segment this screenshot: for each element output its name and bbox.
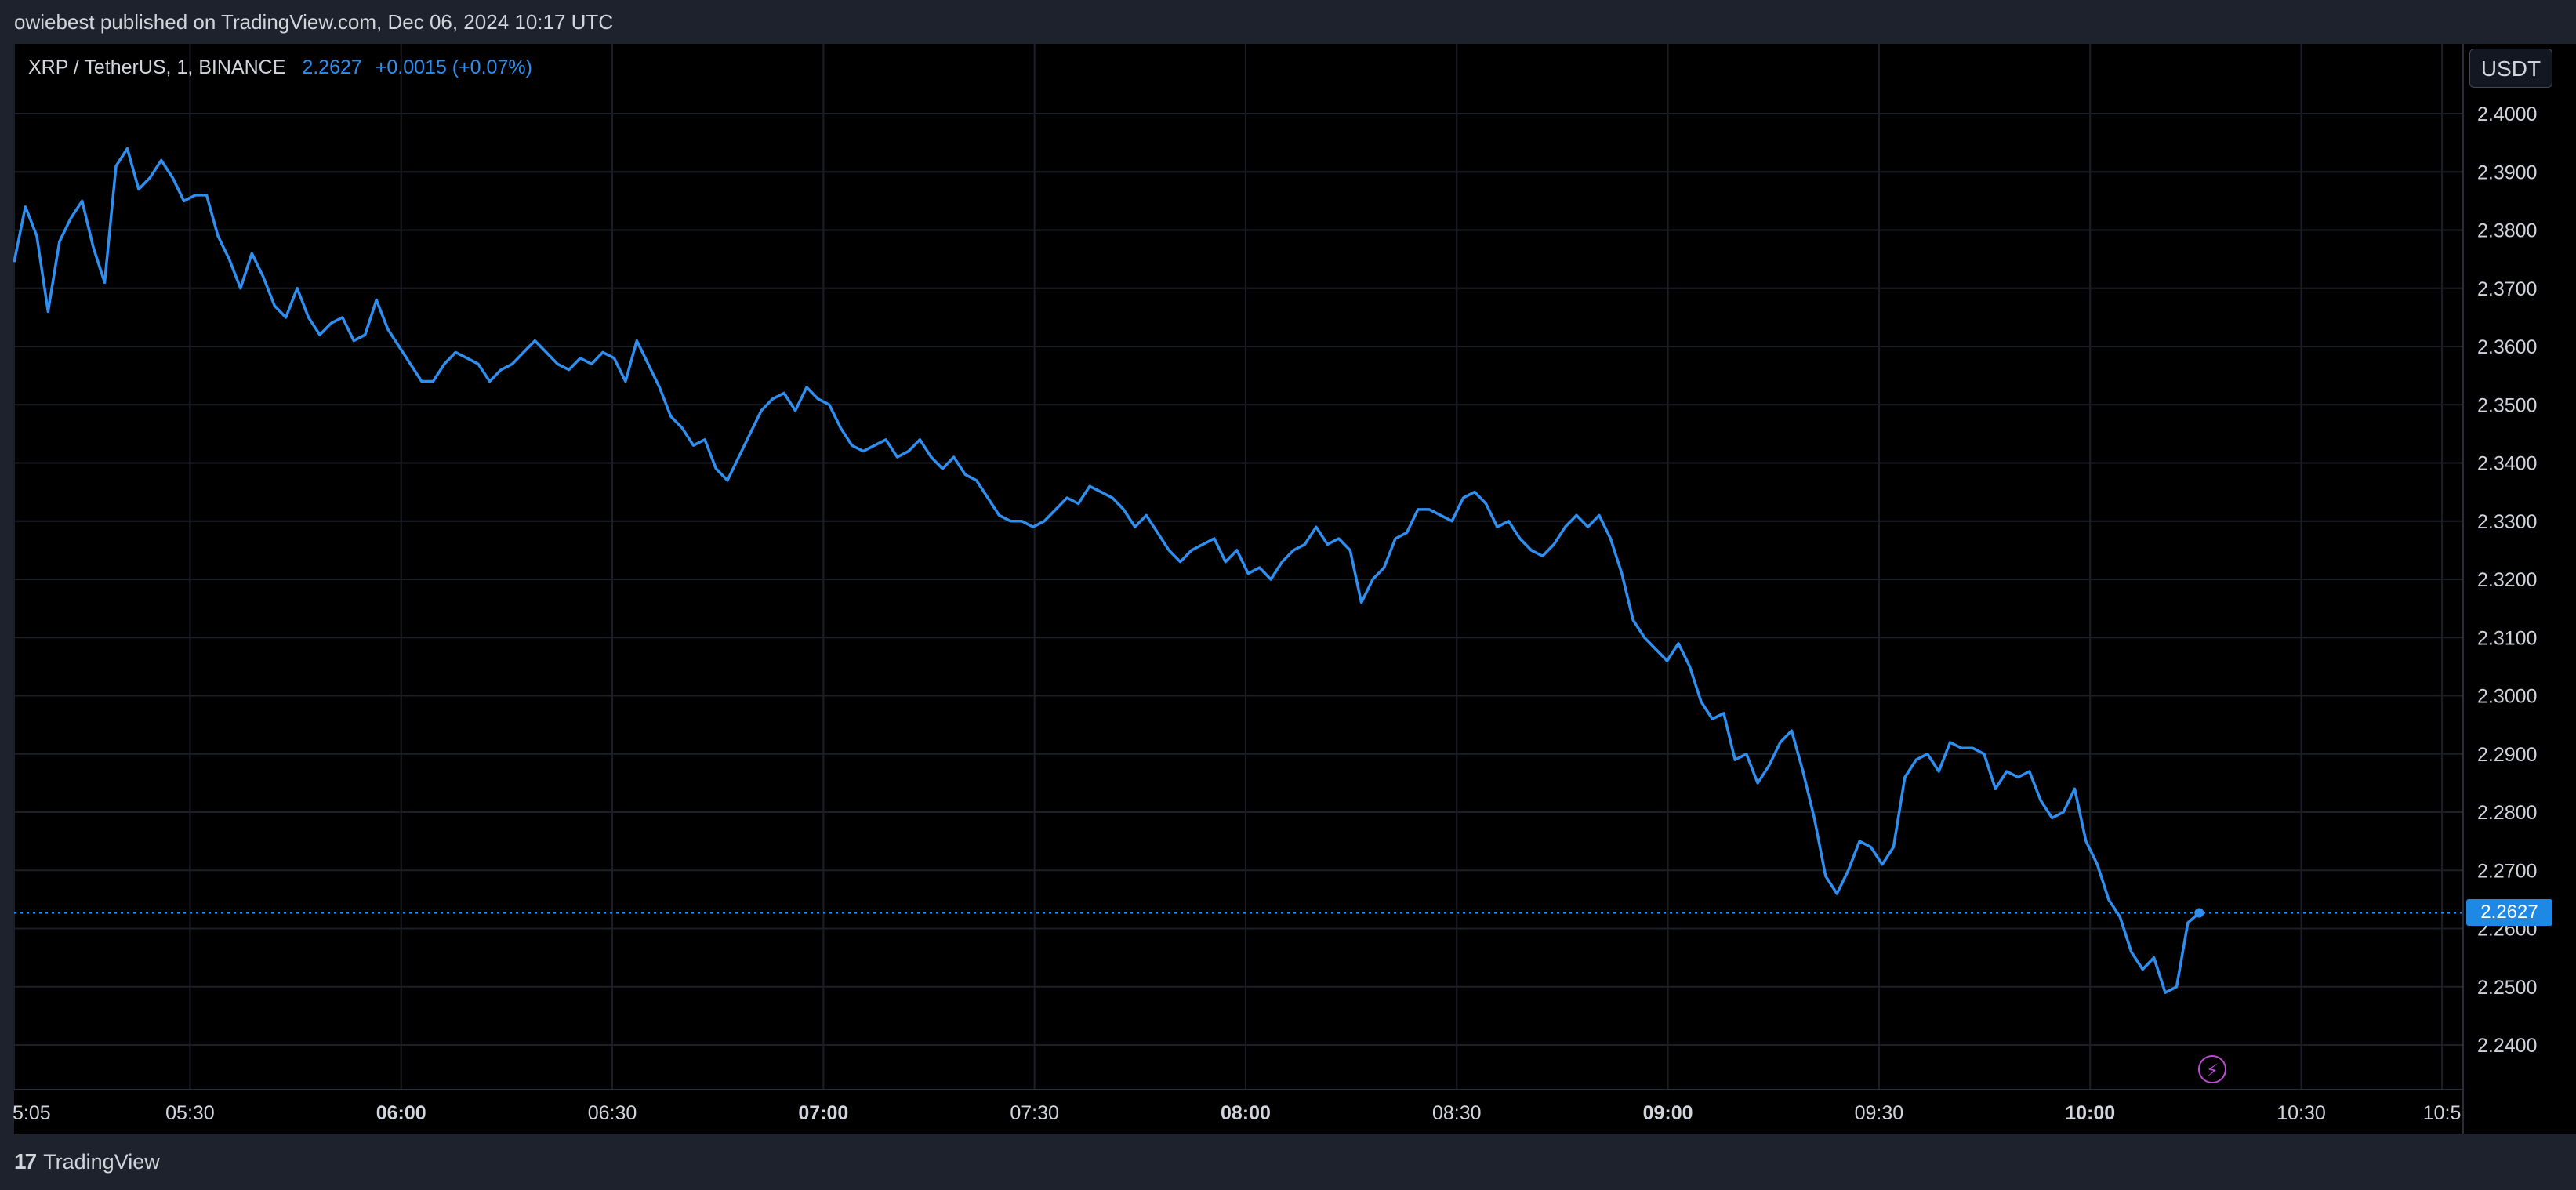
- tradingview-logo-icon: 17: [14, 1149, 37, 1174]
- lightning-icon[interactable]: ⚡: [2198, 1055, 2226, 1083]
- last-price-badge: 2.2627: [2466, 899, 2552, 927]
- symbol-legend[interactable]: XRP / TetherUS, 1, BINANCE 2.2627 +0.001…: [28, 55, 532, 80]
- price-tick-label: 2.3700: [2477, 278, 2537, 300]
- time-tick-label: 08:00: [1221, 1102, 1271, 1124]
- price-tick-label: 2.3300: [2477, 511, 2537, 533]
- time-tick-label: 09:30: [1855, 1102, 1904, 1124]
- footer: 17 TradingView: [0, 1134, 2576, 1190]
- last-price-point: [2194, 908, 2204, 918]
- time-tick-label: 08:30: [1432, 1102, 1482, 1124]
- price-tick-label: 2.3800: [2477, 220, 2537, 242]
- symbol-title: XRP / TetherUS, 1, BINANCE: [28, 56, 286, 78]
- time-tick-label: 09:00: [1643, 1102, 1693, 1124]
- time-axis: 5:05 05:30 06:00 06:30 07:00 07:30 08:00 08:30 0…: [13, 1102, 2461, 1124]
- chart-area[interactable]: [14, 44, 2576, 1134]
- price-tick-label: 2.3400: [2477, 453, 2537, 475]
- price-tick-label: 2.3100: [2477, 627, 2537, 649]
- time-tick-label: 07:30: [1010, 1102, 1059, 1124]
- time-tick-label: 10:5: [2423, 1102, 2462, 1124]
- price-tick-label: 2.2700: [2477, 860, 2537, 882]
- published-header: owiebest published on TradingView.com, D…: [0, 0, 2576, 44]
- legend-change: +0.0015 (+0.07%): [375, 56, 532, 78]
- time-tick-label: 10:30: [2277, 1102, 2326, 1124]
- price-tick-label: 2.2500: [2477, 977, 2537, 999]
- price-tick-label: 2.3200: [2477, 569, 2537, 591]
- time-tick-label: 07:00: [798, 1102, 848, 1124]
- price-axis: 2.4000 2.3900 2.3800 2.3700 2.3600 2.3500 2.34…: [2477, 103, 2537, 1057]
- time-tick-label: 06:30: [588, 1102, 637, 1124]
- currency-button[interactable]: USDT: [2469, 49, 2552, 88]
- tradingview-logo[interactable]: 17 TradingView: [14, 1149, 160, 1174]
- price-tick-label: 2.4000: [2477, 103, 2537, 125]
- price-tick-label: 2.2400: [2477, 1035, 2537, 1057]
- legend-price: 2.2627: [302, 56, 362, 78]
- time-tick-label: 06:00: [376, 1102, 426, 1124]
- time-tick-label: 05:30: [165, 1102, 215, 1124]
- price-series-line: [13, 147, 2200, 994]
- price-tick-label: 2.2900: [2477, 744, 2537, 766]
- price-tick-label: 2.3000: [2477, 686, 2537, 708]
- price-tick-label: 2.3600: [2477, 336, 2537, 358]
- chart-grid: [13, 44, 2463, 1090]
- brand-name: TradingView: [43, 1149, 160, 1174]
- time-tick-label: 5:05: [13, 1102, 51, 1124]
- price-chart[interactable]: 2.4000 2.3900 2.3800 2.3700 2.3600 2.3500 2.34…: [0, 0, 2576, 1134]
- time-tick-label: 10:00: [2065, 1102, 2115, 1124]
- price-tick-label: 2.3900: [2477, 161, 2537, 183]
- price-tick-label: 2.2800: [2477, 802, 2537, 824]
- price-tick-label: 2.3500: [2477, 394, 2537, 416]
